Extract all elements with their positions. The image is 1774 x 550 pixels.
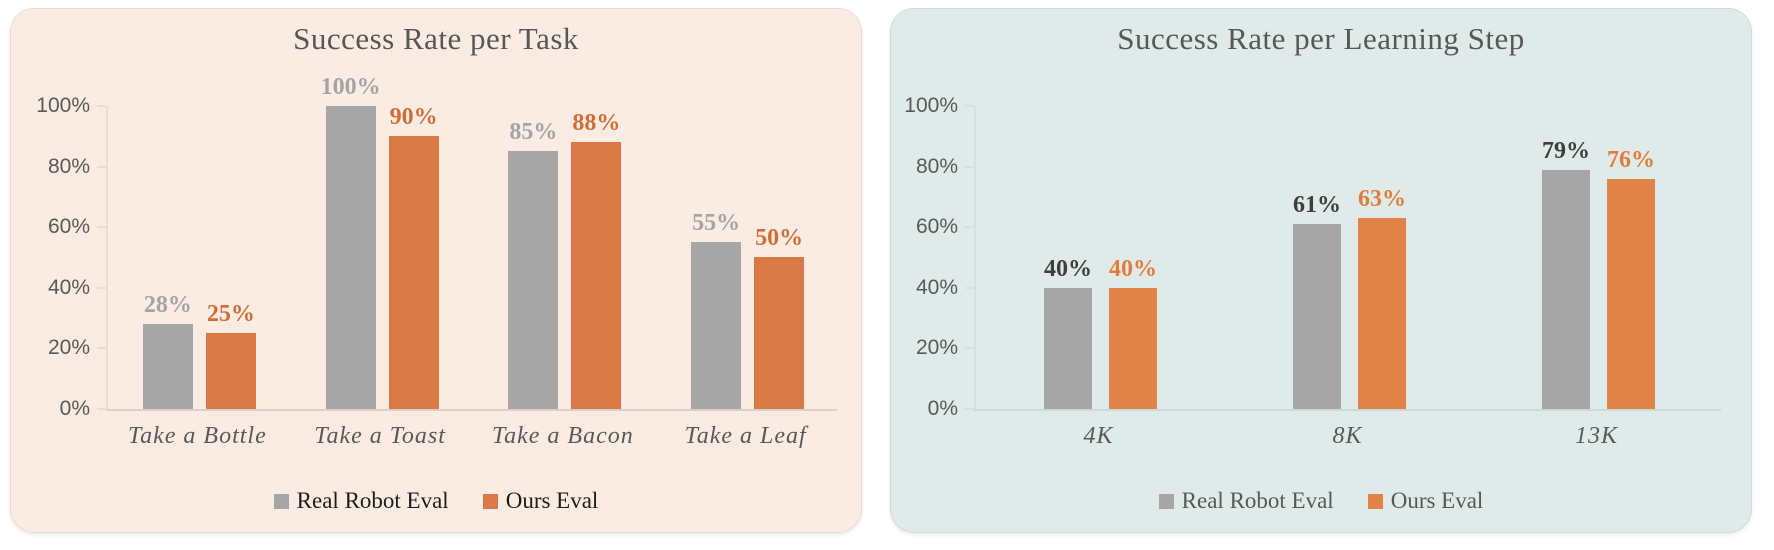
- bar: 88%: [571, 110, 622, 409]
- plot-area: 28% 25% 100% 90% 85% 88% 55% 50%: [108, 74, 839, 409]
- bar-value-label: 55%: [692, 210, 741, 236]
- legend-item-label: Real Robot Eval: [1181, 488, 1334, 513]
- y-axis: 100% 80% 60% 40% 20% 0%: [11, 94, 90, 420]
- success-rate-per-learning-step-panel: Success Rate per Learning Step 100% 80% 60…: [890, 8, 1752, 533]
- y-tick-label: 100%: [36, 94, 90, 117]
- bar-group: 55% 50%: [656, 106, 839, 409]
- y-tick-mark: [965, 226, 974, 229]
- y-tick-mark: [965, 286, 974, 289]
- y-tick-label: 20%: [47, 336, 90, 360]
- bar: 25%: [205, 301, 256, 409]
- bar-value-label: 79%: [1542, 138, 1590, 164]
- y-tick-label: 80%: [47, 154, 90, 178]
- chart-title: Success Rate per Task: [293, 21, 579, 56]
- bar: 55%: [691, 210, 742, 409]
- bar-value-label: 76%: [1607, 147, 1655, 173]
- y-tick-label: 80%: [915, 154, 958, 178]
- x-tick-label: Take a Bacon: [491, 423, 634, 449]
- legend: Real Robot Eval Ours Eval: [891, 483, 1751, 519]
- x-axis-line: [974, 409, 1721, 411]
- x-axis-line: [106, 409, 837, 411]
- bar-value-label: 61%: [1293, 192, 1341, 218]
- success-rate-per-task-panel: Success Rate per Task 100% 80% 60% 40% 20% 0%…: [10, 8, 862, 533]
- x-axis-labels: Take a Bottle Take a Toast Take a Bacon Tak…: [106, 423, 837, 450]
- x-tick-label: 4K: [1083, 423, 1114, 449]
- y-tick-mark: [965, 408, 974, 410]
- y-axis-line: [106, 106, 108, 409]
- bar-group: 28% 25%: [108, 106, 291, 409]
- x-tick-label: Take a Bottle: [127, 423, 267, 449]
- y-tick-mark: [965, 165, 974, 168]
- legend-item: Real Robot Eval: [1158, 488, 1334, 514]
- legend-marker: [1158, 493, 1174, 509]
- bar-group: 40% 40%: [976, 106, 1225, 409]
- y-tick-mark: [97, 226, 106, 229]
- y-tick-label: 60%: [47, 215, 90, 239]
- bar: 50%: [754, 225, 805, 409]
- y-tick-label: 40%: [47, 275, 90, 299]
- y-tick-label: 60%: [915, 215, 958, 239]
- y-tick-label: 20%: [915, 336, 958, 360]
- bar-group: 100% 90%: [291, 74, 474, 409]
- bar-value-label: 88%: [572, 110, 621, 136]
- bar: 100%: [321, 74, 381, 409]
- y-tick-mark: [97, 408, 106, 410]
- bar-group: 85% 88%: [474, 106, 657, 409]
- x-tick-label: Take a Toast: [314, 423, 446, 449]
- bar: 40%: [1044, 256, 1092, 409]
- bar-group: 61% 63%: [1225, 106, 1474, 409]
- bar-value-label: 50%: [755, 225, 804, 251]
- x-tick-label: 8K: [1332, 423, 1363, 449]
- legend-marker: [482, 493, 498, 509]
- y-tick-mark: [97, 347, 106, 350]
- y-axis-line: [974, 106, 976, 409]
- bar-value-label: 100%: [320, 74, 381, 100]
- bar-value-label: 25%: [206, 301, 255, 327]
- bar-value-label: 90%: [389, 104, 438, 130]
- legend-marker: [1367, 493, 1383, 509]
- y-tick-label: 0%: [59, 397, 90, 420]
- y-tick-mark: [97, 286, 106, 289]
- x-tick-label: 13K: [1574, 423, 1618, 449]
- y-tick-mark: [965, 105, 974, 107]
- plot-area: 40% 40% 61% 63% 79% 76%: [976, 106, 1723, 409]
- y-tick-mark: [965, 347, 974, 350]
- bar: 63%: [1358, 186, 1406, 409]
- bar-value-label: 40%: [1044, 256, 1092, 282]
- y-axis: 100% 80% 60% 40% 20% 0%: [891, 94, 958, 420]
- x-tick-label: Take a Leaf: [684, 423, 807, 449]
- legend-marker: [273, 493, 289, 509]
- legend-item: Real Robot Eval: [273, 488, 449, 514]
- legend-item-label: Ours Eval: [1390, 488, 1484, 513]
- bar: 76%: [1607, 147, 1655, 409]
- bar: 85%: [508, 119, 559, 409]
- bar: 90%: [388, 104, 439, 409]
- y-tick-label: 100%: [904, 94, 958, 117]
- bar: 79%: [1542, 138, 1590, 409]
- legend: Real Robot Eval Ours Eval: [11, 483, 861, 519]
- bar-value-label: 40%: [1109, 256, 1157, 282]
- bar-value-label: 63%: [1358, 186, 1406, 212]
- y-tick-label: 0%: [927, 397, 958, 420]
- legend-item: Ours Eval: [482, 488, 599, 514]
- bar-value-label: 28%: [143, 292, 192, 318]
- bar: 28%: [142, 292, 193, 409]
- y-tick-mark: [97, 165, 106, 168]
- y-tick-label: 40%: [915, 275, 958, 299]
- bar-value-label: 85%: [509, 119, 558, 145]
- chart-title: Success Rate per Learning Step: [1117, 21, 1525, 56]
- legend-item: Ours Eval: [1367, 488, 1484, 514]
- y-tick-mark: [97, 105, 106, 107]
- x-axis-labels: 4K 8K 13K: [974, 423, 1721, 450]
- bar: 61%: [1293, 192, 1341, 409]
- legend-item-label: Ours Eval: [505, 488, 599, 513]
- bar: 40%: [1109, 256, 1157, 409]
- legend-item-label: Real Robot Eval: [296, 488, 449, 513]
- bar-group: 79% 76%: [1474, 106, 1723, 409]
